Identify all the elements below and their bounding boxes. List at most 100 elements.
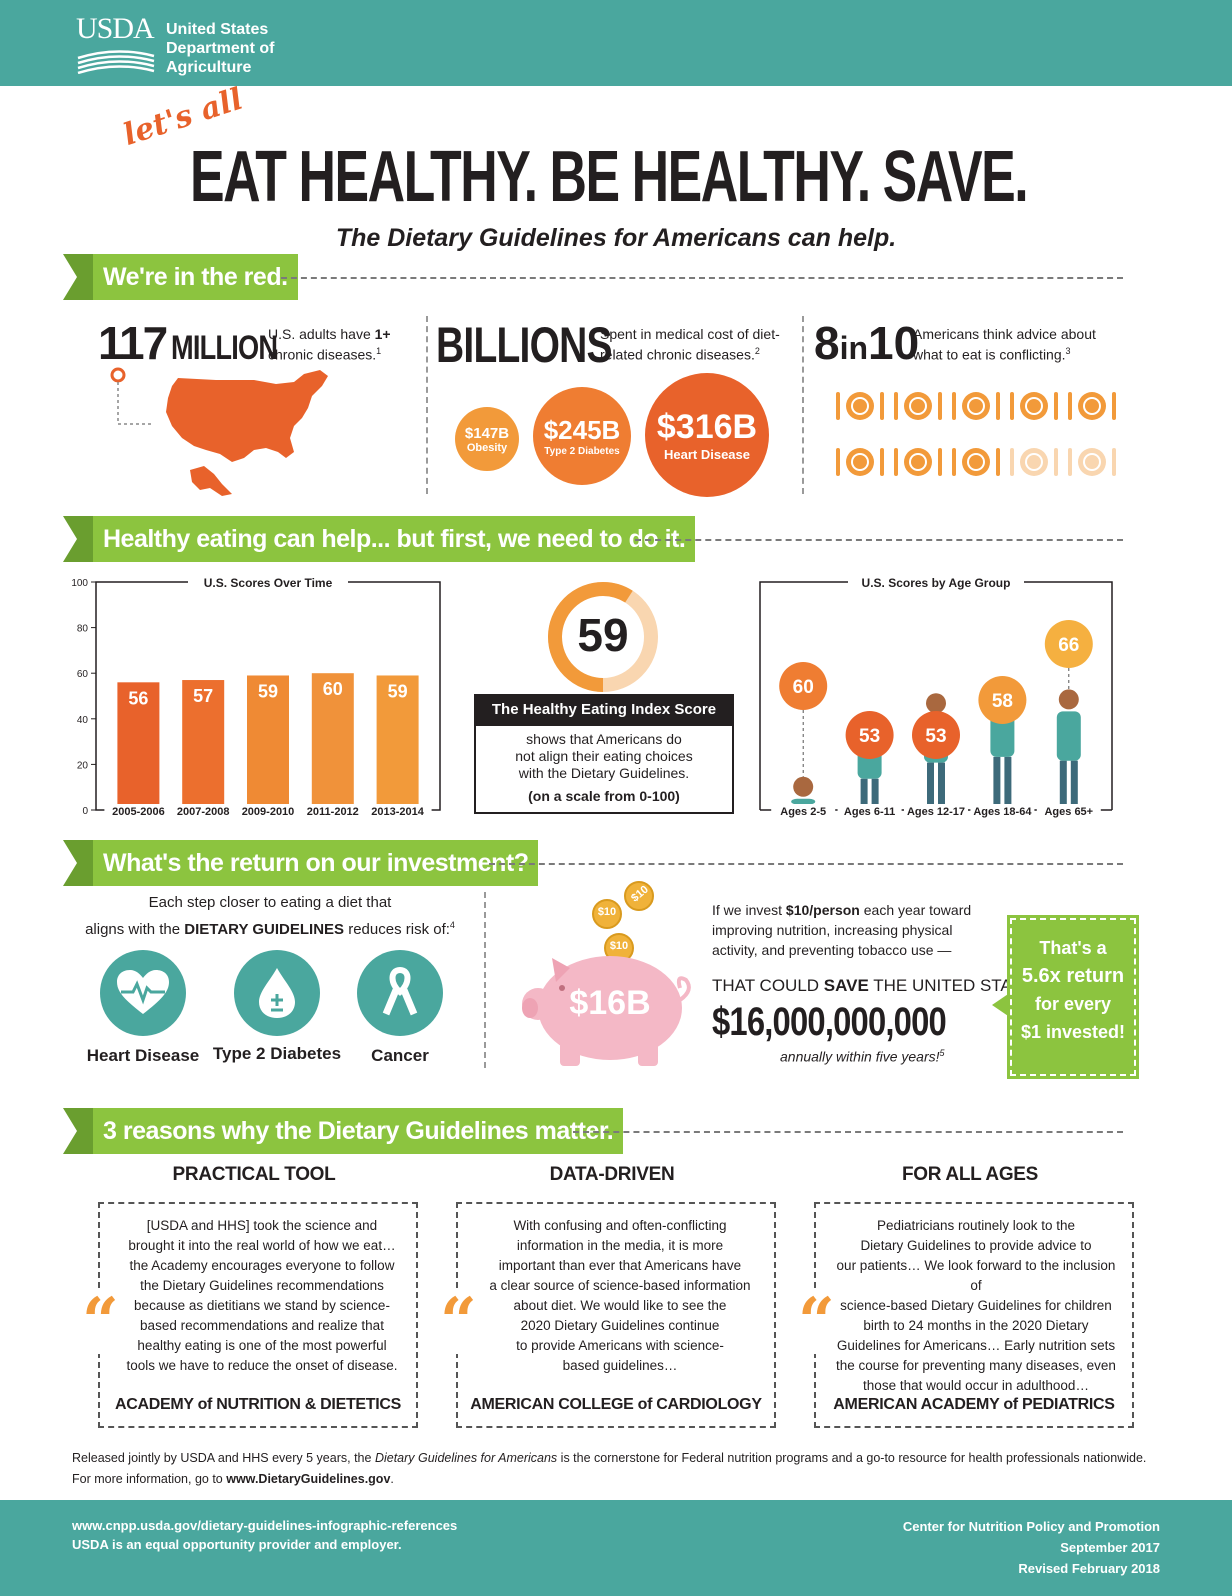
- banner-label: We're in the red.: [93, 254, 298, 300]
- age-score-bubble: [978, 676, 1027, 724]
- save-line: THAT COULD SAVE THE UNITED STATES: [712, 976, 1044, 996]
- drop-icon: [259, 968, 295, 1018]
- scores-by-age-chart: U.S. Scores by Age Group 60 Ages 2-5 53 Ages…: [759, 574, 1113, 818]
- usda-org-name: United States Department of Agriculture: [166, 20, 274, 77]
- invest-3: activity, and preventing tobacco use —: [712, 942, 952, 958]
- banner-arrow-icon: [63, 516, 101, 562]
- usda-logo-text: USDA: [76, 12, 155, 45]
- quote-mark-icon: “: [436, 1290, 481, 1354]
- hei-text-2: not align their eating choices: [515, 748, 693, 764]
- quote-line: the course for preventing many diseases,…: [836, 1358, 1116, 1373]
- usda-logo[interactable]: USDA: [76, 12, 156, 74]
- person-leg: [993, 756, 1001, 808]
- fork-icon: [1068, 448, 1072, 476]
- stat3-description: Americans think advice about what to eat…: [913, 326, 1123, 364]
- fork-icon: [1068, 392, 1072, 420]
- person-head: [793, 776, 814, 797]
- plate-grid-svg: [836, 392, 1116, 476]
- plate-icon-filled: [1010, 392, 1058, 420]
- fork-icon: [1010, 448, 1014, 476]
- stat2-description: Spent in medical cost of diet- related c…: [600, 326, 800, 364]
- quote-line: about diet. We would like to see the: [513, 1298, 727, 1313]
- person-head: [926, 693, 946, 714]
- x-label-bg: [363, 804, 432, 818]
- footer-bar: www.cnpp.usda.gov/dietary-guidelines-inf…: [0, 1500, 1232, 1596]
- quote-line: our patients… We look forward to the inc…: [836, 1258, 1116, 1293]
- heart-icon: [117, 970, 169, 1014]
- x-tick-label: Ages 6-11: [844, 806, 895, 818]
- return-2: 5.6x return: [1021, 965, 1125, 987]
- fork-icon: [836, 448, 840, 476]
- quote-line: to provide Americans with science-: [516, 1338, 724, 1353]
- person-body: [1056, 711, 1081, 761]
- bar-value-label: 56: [128, 688, 148, 708]
- cost-circle-obesity: $147B Obesity: [455, 407, 519, 471]
- cost-label: Heart Disease: [664, 447, 750, 462]
- stat3-text-b: what to eat is conflicting.: [913, 346, 1066, 363]
- x-tick-label: 2011-2012: [307, 806, 359, 818]
- age-score-label: 53: [925, 726, 946, 747]
- fork-icon: [1010, 392, 1014, 420]
- age-score-label: 53: [859, 726, 880, 747]
- bar: [311, 673, 354, 810]
- person-body: [791, 798, 816, 805]
- return-box-pointer: [992, 990, 1014, 1020]
- bar: [117, 682, 160, 810]
- x-label-bg: [104, 804, 173, 818]
- invest-1b: $10/person: [785, 902, 860, 918]
- person-leg: [1070, 760, 1078, 808]
- bottom-2c: .: [390, 1472, 394, 1486]
- hei-title: The Healthy Eating Index Score: [491, 701, 717, 718]
- ribbon-icon: [382, 966, 418, 1016]
- plate-icon-filled: [952, 392, 1000, 420]
- banner-label: What's the return on our investment?: [93, 840, 539, 886]
- y-tick-label: 20: [77, 760, 89, 771]
- reason-quote-data: With confusing and often-conflicting info…: [478, 1216, 762, 1376]
- return-box: That's a 5.6x return for every $1 invest…: [1007, 915, 1139, 1079]
- reason-quote-practical: [USDA and HHS] took the science and broug…: [120, 1216, 404, 1376]
- pig-label: $16B: [569, 984, 651, 1022]
- fork-icon: [894, 448, 898, 476]
- x-tick-label: 2013-2014: [371, 806, 424, 818]
- person-leg: [938, 762, 945, 808]
- bottom-1b: Dietary Guidelines for Americans: [374, 1451, 558, 1465]
- quote-line: a clear source of science-based informat…: [489, 1278, 751, 1293]
- plate-inner: [853, 455, 867, 469]
- section-banner-healthy: Healthy eating can help... but first, we…: [63, 516, 1123, 562]
- age-score-bubble: [1044, 620, 1093, 668]
- hei-donut: [548, 582, 658, 692]
- heart-disease-icon: [100, 950, 186, 1036]
- us-map-icon: [110, 367, 328, 496]
- bar: [376, 675, 419, 810]
- piggy-bank-icon: [522, 881, 691, 1066]
- section-banner-return: What's the return on our investment?: [63, 840, 1123, 886]
- quote-line: because as dietitians we stand by scienc…: [134, 1298, 390, 1313]
- bar-value-label: 57: [193, 686, 213, 706]
- dietary-guidelines-link[interactable]: www.DietaryGuidelines.gov: [226, 1472, 391, 1486]
- plate-inner: [853, 399, 867, 413]
- quote-line: birth to 24 months in the 2020 Dietary: [863, 1318, 1089, 1333]
- knife-icon: [938, 392, 942, 420]
- knife-icon: [1054, 392, 1058, 420]
- banner-label: 3 reasons why the Dietary Guidelines mat…: [93, 1108, 624, 1154]
- plate-inner: [1027, 455, 1041, 469]
- stat1-text-bold: 1+: [374, 326, 391, 342]
- knife-icon: [880, 392, 884, 420]
- reason-quote-ages: Pediatricians routinely look to the Dieta…: [832, 1216, 1120, 1396]
- invest-2: improving nutrition, increasing physical: [712, 922, 953, 938]
- quote-mark-icon: “: [794, 1290, 839, 1354]
- chart-title: U.S. Scores by Age Group: [862, 576, 1011, 590]
- risk-intro-sup: 4: [449, 920, 455, 930]
- references-link[interactable]: www.cnpp.usda.gov/dietary-guidelines-inf…: [72, 1518, 458, 1533]
- annually-sup: 5: [939, 1048, 945, 1058]
- bottom-2a: For more information, go to: [72, 1472, 227, 1486]
- hei-text-1: shows that Americans do: [526, 731, 682, 747]
- bottom-1a: Released jointly by USDA and HHS every 5…: [72, 1451, 375, 1465]
- stat1-unit: MILLION: [170, 329, 278, 367]
- cost-circle-diabetes: $245B Type 2 Diabetes: [533, 387, 631, 485]
- plate-grid: [836, 388, 1126, 484]
- stat1-text-a: U.S. adults have: [268, 326, 375, 342]
- x-label-bg: [837, 804, 902, 818]
- footer-date: September 2017: [1060, 1540, 1160, 1555]
- footer-center: Center for Nutrition Policy and Promotio…: [902, 1519, 1160, 1534]
